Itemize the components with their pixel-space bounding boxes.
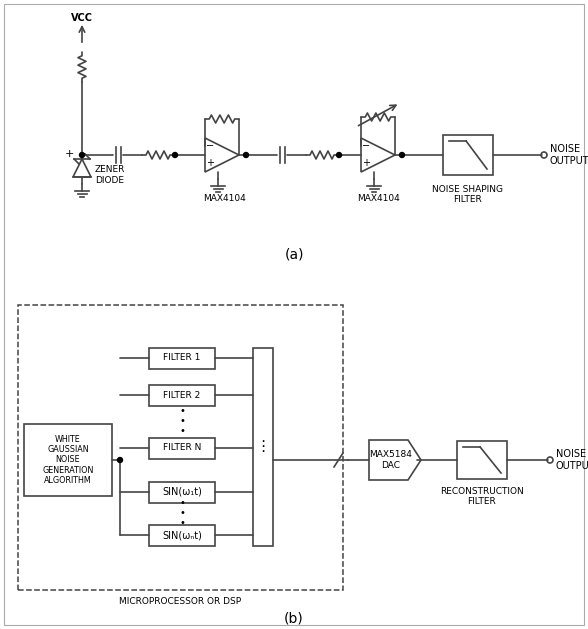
Bar	[443, 135, 493, 175]
Circle shape	[399, 152, 405, 157]
Text: FILTER 1: FILTER 1	[163, 353, 201, 362]
Text: SIN(ωₙt): SIN(ωₙt)	[162, 530, 202, 540]
Bar	[457, 441, 507, 479]
Text: MAX5184
DAC: MAX5184 DAC	[370, 450, 412, 470]
Circle shape	[172, 152, 178, 157]
Text: •
•
•: • • •	[179, 499, 185, 528]
Text: NOISE
OUTPUT: NOISE OUTPUT	[550, 144, 588, 166]
Circle shape	[336, 152, 342, 157]
Text: •
•
•: • • •	[179, 406, 185, 437]
Circle shape	[243, 152, 249, 157]
Circle shape	[118, 457, 122, 462]
Bar	[149, 438, 215, 459]
Text: MAX4104: MAX4104	[358, 194, 400, 203]
Text: VCC: VCC	[71, 13, 93, 23]
Text: (b): (b)	[284, 611, 304, 625]
Bar	[18, 305, 343, 590]
Text: FILTER 2: FILTER 2	[163, 391, 201, 399]
Circle shape	[79, 152, 85, 157]
Bar	[149, 525, 215, 545]
Bar	[149, 482, 215, 503]
Text: −: −	[362, 142, 370, 152]
Text: MAX4104: MAX4104	[203, 194, 246, 203]
Text: FILTER N: FILTER N	[163, 443, 201, 452]
Text: NOISE
OUTPUT: NOISE OUTPUT	[556, 449, 588, 470]
Text: WHITE
GAUSSIAN
NOISE
GENERATION
ALGORITHM: WHITE GAUSSIAN NOISE GENERATION ALGORITH…	[42, 435, 93, 486]
Text: SIN(ω₁t): SIN(ω₁t)	[162, 487, 202, 497]
Text: −: −	[206, 142, 214, 152]
Text: +: +	[206, 159, 214, 169]
Text: (a): (a)	[284, 248, 304, 262]
Text: ⋮: ⋮	[255, 439, 270, 454]
Bar	[149, 384, 215, 406]
Text: RECONSTRUCTION
FILTER: RECONSTRUCTION FILTER	[440, 487, 524, 506]
Bar	[253, 347, 273, 545]
Text: +: +	[362, 159, 370, 169]
Bar	[149, 347, 215, 369]
Text: ZENER
DIODE: ZENER DIODE	[95, 165, 125, 185]
Text: MICROPROCESSOR OR DSP: MICROPROCESSOR OR DSP	[119, 597, 241, 606]
Text: NOISE SHAPING
FILTER: NOISE SHAPING FILTER	[433, 185, 503, 204]
Bar	[24, 424, 112, 496]
Text: +: +	[64, 149, 74, 159]
